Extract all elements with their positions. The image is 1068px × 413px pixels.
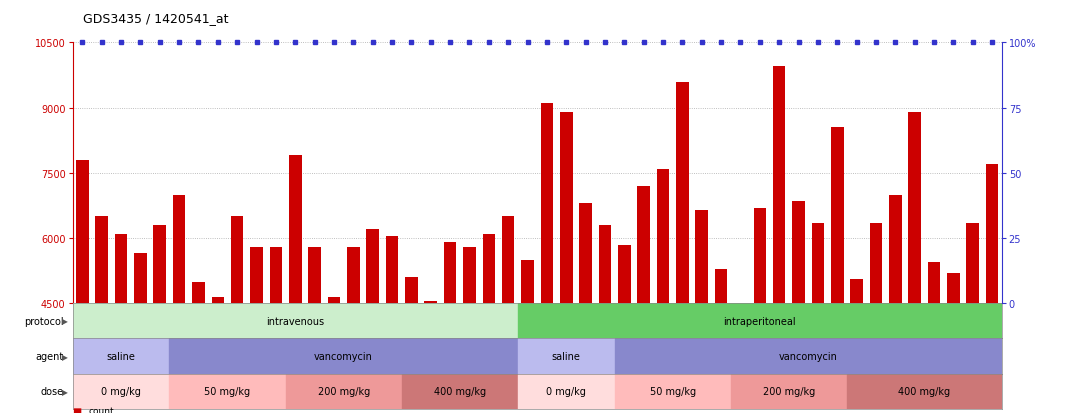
Bar [731, 374, 847, 409]
Text: ▶: ▶ [62, 352, 68, 361]
Bar [540, 104, 553, 413]
Bar [599, 225, 611, 413]
Bar [366, 230, 379, 413]
Text: GDS3435 / 1420541_at: GDS3435 / 1420541_at [83, 12, 229, 25]
Bar [405, 278, 418, 413]
Bar [250, 247, 263, 413]
Bar [76, 160, 89, 413]
Bar [773, 67, 785, 413]
Bar [289, 156, 301, 413]
Bar [347, 247, 360, 413]
Bar [95, 217, 108, 413]
Bar [135, 254, 146, 413]
Bar [947, 273, 960, 413]
Bar [328, 297, 341, 413]
Bar [518, 374, 614, 409]
Bar [170, 339, 518, 374]
Bar [618, 245, 630, 413]
Bar [812, 223, 824, 413]
Text: 50 mg/kg: 50 mg/kg [204, 386, 251, 396]
Text: saline: saline [107, 351, 136, 361]
Bar [502, 217, 515, 413]
Bar [928, 262, 940, 413]
Bar [211, 297, 224, 413]
Bar [424, 301, 437, 413]
Bar [154, 225, 166, 413]
Bar [518, 304, 1002, 339]
Text: vancomycin: vancomycin [779, 351, 837, 361]
Bar [73, 374, 170, 409]
Bar [560, 113, 572, 413]
Bar [734, 308, 747, 413]
Text: 0 mg/kg: 0 mg/kg [101, 386, 141, 396]
Text: count: count [89, 406, 114, 413]
Text: 0 mg/kg: 0 mg/kg [547, 386, 586, 396]
Bar [483, 234, 496, 413]
Text: protocol: protocol [25, 316, 64, 326]
Text: intraperitoneal: intraperitoneal [723, 316, 796, 326]
Bar [847, 374, 1002, 409]
Bar [615, 339, 1002, 374]
Bar [676, 82, 689, 413]
Text: vancomycin: vancomycin [314, 351, 373, 361]
Bar [986, 165, 999, 413]
Bar [579, 204, 592, 413]
Bar [615, 374, 731, 409]
Text: ▶: ▶ [62, 317, 68, 325]
Bar [464, 247, 475, 413]
Bar [831, 128, 844, 413]
Bar [889, 195, 901, 413]
Bar [170, 374, 285, 409]
Bar [73, 339, 170, 374]
Bar [792, 202, 805, 413]
Text: 200 mg/kg: 200 mg/kg [317, 386, 370, 396]
Bar [114, 234, 127, 413]
Text: ▶: ▶ [62, 387, 68, 396]
Bar [402, 374, 518, 409]
Bar [850, 280, 863, 413]
Bar [518, 339, 614, 374]
Text: 50 mg/kg: 50 mg/kg [649, 386, 695, 396]
Text: 400 mg/kg: 400 mg/kg [434, 386, 486, 396]
Bar [638, 186, 650, 413]
Bar [309, 247, 320, 413]
Bar [285, 374, 402, 409]
Bar [695, 210, 708, 413]
Bar [192, 282, 205, 413]
Bar [386, 236, 398, 413]
Bar [714, 269, 727, 413]
Bar [657, 169, 670, 413]
Text: saline: saline [552, 351, 581, 361]
Bar [909, 113, 921, 413]
Text: dose: dose [41, 386, 64, 396]
Bar [521, 260, 534, 413]
Text: intravenous: intravenous [266, 316, 325, 326]
Bar [754, 208, 766, 413]
Text: agent: agent [36, 351, 64, 361]
Bar [869, 223, 882, 413]
Bar [73, 304, 518, 339]
Text: 400 mg/kg: 400 mg/kg [898, 386, 951, 396]
Bar [231, 217, 244, 413]
Text: 200 mg/kg: 200 mg/kg [763, 386, 815, 396]
Text: ■: ■ [73, 406, 82, 413]
Bar [444, 243, 456, 413]
Bar [173, 195, 186, 413]
Bar [967, 223, 979, 413]
Bar [269, 247, 282, 413]
